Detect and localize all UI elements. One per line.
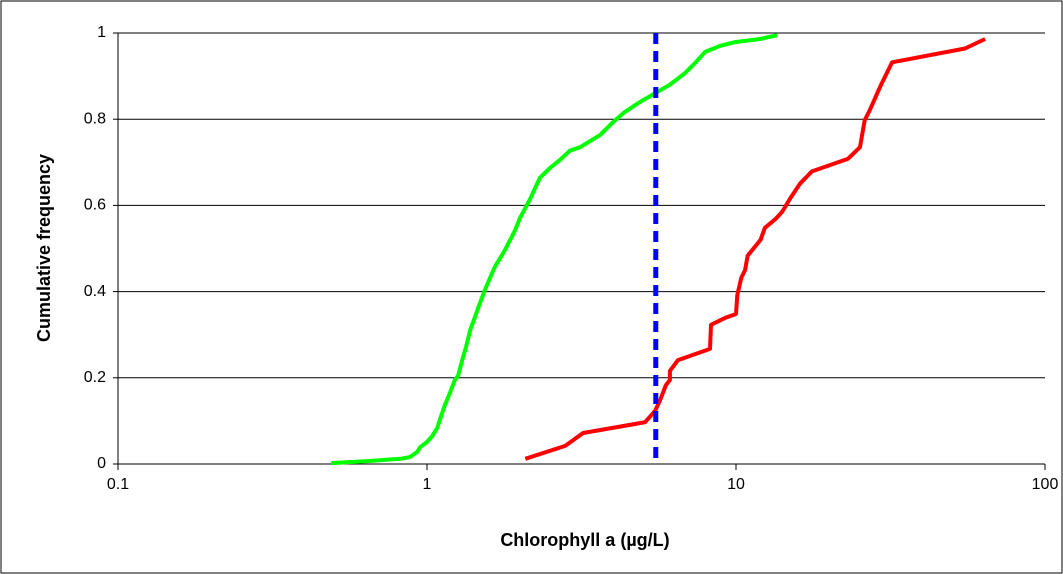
data-line (524, 37, 986, 461)
y-tick-label: 0.4 (84, 283, 106, 300)
x-tick-label: 1 (423, 476, 432, 493)
data-line (331, 33, 778, 466)
x-tick-label: 100 (1032, 476, 1059, 493)
y-tick-label: 0 (97, 455, 106, 472)
x-axis-label: Chlorophyll a (µg/L) (500, 530, 669, 550)
x-tick-label: 0.1 (107, 476, 129, 493)
y-tick-label: 0.8 (84, 110, 106, 127)
y-tick-label: 0.6 (84, 197, 106, 214)
y-tick-label: 0.2 (84, 369, 106, 386)
y-tick-label: 1 (97, 24, 106, 41)
x-tick-label: 10 (727, 476, 745, 493)
y-axis-label: Cumulative frequency (34, 154, 54, 342)
